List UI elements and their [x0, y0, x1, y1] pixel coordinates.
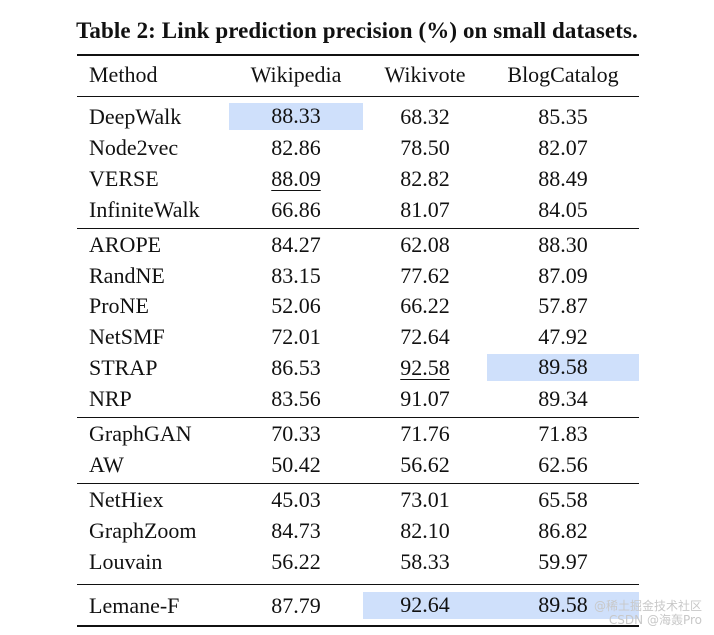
bottom-rule [77, 625, 639, 628]
table-cell: 88.49 [538, 165, 588, 191]
table-cell: 89.34 [538, 386, 588, 412]
table-cell: 58.33 [400, 548, 450, 574]
table-cell: 91.07 [400, 386, 450, 412]
table-cell: 72.64 [400, 324, 450, 350]
table-cell: 59.97 [538, 548, 588, 574]
method-name: InfiniteWalk [89, 196, 200, 222]
table-cell: 92.58 [400, 355, 450, 381]
table-cell: 87.09 [538, 262, 588, 288]
method-name: Lemane-F [89, 592, 180, 618]
method-name: NetHiex [89, 486, 164, 512]
header-rule [77, 96, 639, 98]
table-cell: 86.82 [538, 517, 588, 543]
group-rule [77, 482, 639, 484]
table-cell: 83.15 [271, 262, 321, 288]
table-cell: 71.83 [538, 421, 588, 446]
table-cell: 82.07 [538, 134, 588, 160]
table-cell: 56.62 [400, 451, 450, 477]
table-cell: 82.82 [400, 165, 450, 191]
method-name: GraphZoom [89, 517, 197, 543]
method-name: RandNE [89, 262, 165, 288]
watermark: @稀土掘金技术社区 CSDN @海轰Pro [594, 599, 702, 627]
group-rule [77, 227, 639, 229]
watermark-line: CSDN @海轰Pro [608, 613, 702, 627]
table-cell: 66.22 [400, 293, 450, 319]
table-cell: 45.03 [271, 486, 321, 512]
table-cell: 82.86 [271, 134, 321, 160]
table-cell: 66.86 [271, 196, 321, 222]
method-name: Louvain [89, 548, 163, 574]
method-name: DeepWalk [89, 104, 182, 129]
table-cell: 52.06 [271, 293, 321, 319]
table-cell: 71.76 [400, 421, 450, 446]
top-rule [77, 54, 639, 56]
column-header: Wikivote [384, 62, 466, 87]
method-name: ProNE [89, 293, 149, 319]
table-cell: 65.58 [538, 486, 588, 512]
table-cell: 88.09 [271, 165, 321, 191]
table-cell: 50.42 [271, 451, 321, 477]
table-cell: 84.27 [271, 231, 321, 257]
table-cell: 62.08 [400, 231, 450, 257]
table-cell: 68.32 [400, 104, 450, 129]
table-cell: 84.73 [271, 517, 321, 543]
table-cell: 86.53 [271, 355, 321, 381]
method-name: AROPE [89, 231, 162, 257]
table-cell: 81.07 [400, 196, 450, 222]
table-cell: 70.33 [271, 421, 321, 446]
group-rule [77, 584, 639, 586]
table-cell: 87.79 [271, 592, 321, 618]
table-cell: 57.87 [538, 293, 588, 319]
table-cell: 89.58 [487, 591, 639, 619]
method-name: STRAP [89, 355, 158, 381]
table-cell: 83.56 [271, 386, 321, 412]
method-name: AW [89, 451, 124, 477]
table-cell: 56.22 [271, 548, 321, 574]
method-name: Node2vec [89, 134, 179, 160]
group-rule [77, 417, 639, 419]
table-cell: 88.30 [538, 231, 588, 257]
table-cell: 78.50 [400, 134, 450, 160]
column-header: Method [89, 62, 158, 87]
method-name: NRP [89, 386, 132, 412]
method-name: NetSMF [89, 324, 165, 350]
table-cell: 77.62 [400, 262, 450, 288]
watermark-line: @稀土掘金技术社区 [593, 599, 702, 613]
table-caption: Table 2: Link prediction precision (%) o… [76, 18, 638, 43]
table-cell: 82.10 [400, 517, 450, 543]
table-cell: 92.64 [363, 591, 487, 619]
table-cell: 85.35 [538, 104, 588, 129]
method-name: GraphGAN [89, 421, 192, 446]
table-cell: 73.01 [400, 486, 450, 512]
table-cell: 88.33 [229, 103, 363, 130]
column-header: BlogCatalog [507, 62, 619, 87]
table-cell: 84.05 [538, 196, 588, 222]
column-header: Wikipedia [250, 62, 342, 87]
table-cell: 47.92 [538, 324, 588, 350]
table-cell: 62.56 [538, 451, 588, 477]
method-name: VERSE [89, 165, 159, 191]
table-cell: 89.58 [487, 354, 639, 382]
table-cell: 72.01 [271, 324, 321, 350]
